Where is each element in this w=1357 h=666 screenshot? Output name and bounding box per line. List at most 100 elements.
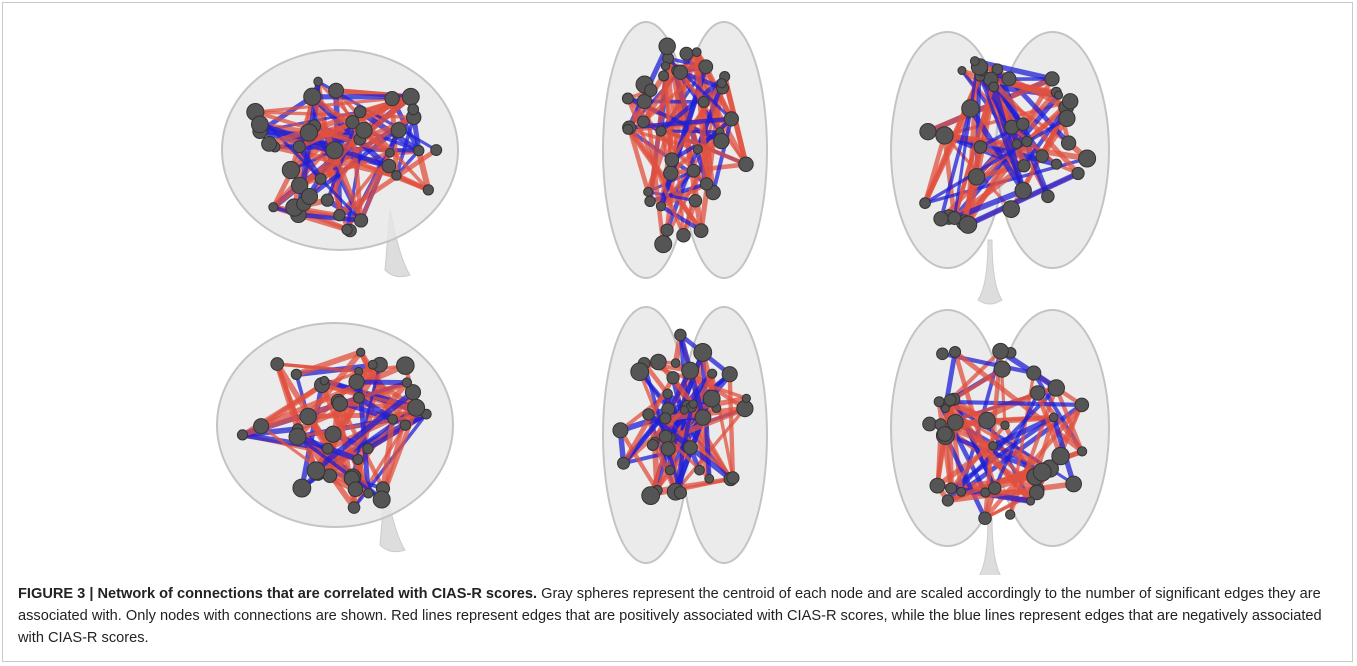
node-sphere	[946, 483, 957, 494]
node-sphere	[937, 427, 952, 442]
node-sphere	[423, 185, 433, 195]
node-sphere	[947, 414, 963, 430]
brain-stem	[978, 518, 1002, 575]
node-sphere	[661, 224, 673, 236]
node-sphere	[993, 343, 1009, 359]
figure-label: FIGURE 3 | Network of connections that a…	[18, 586, 537, 602]
node-sphere	[958, 67, 966, 75]
node-sphere	[1066, 476, 1082, 492]
node-sphere	[692, 48, 701, 57]
node-sphere	[645, 196, 655, 206]
node-sphere	[289, 428, 306, 445]
node-sphere	[684, 441, 698, 455]
node-sphere	[660, 413, 671, 424]
node-sphere	[1027, 497, 1035, 505]
node-sphere	[944, 394, 956, 406]
node-sphere	[354, 106, 366, 118]
node-sphere	[293, 479, 311, 497]
node-sphere	[957, 487, 966, 496]
node-sphere	[1079, 150, 1096, 167]
node-sphere	[623, 124, 633, 134]
brain-view	[891, 310, 1109, 575]
node-sphere	[382, 159, 396, 173]
node-sphere	[724, 112, 738, 126]
node-sphere	[994, 361, 1010, 377]
node-sphere	[968, 169, 985, 186]
node-sphere	[739, 157, 754, 172]
node-sphere	[357, 348, 365, 356]
brain-stem	[978, 240, 1002, 304]
node-sphere	[304, 88, 321, 105]
node-sphere	[353, 454, 363, 464]
node-sphere	[979, 512, 992, 525]
node-sphere	[673, 65, 687, 79]
node-sphere	[1027, 366, 1041, 380]
node-sphere	[356, 122, 372, 138]
brain-view	[891, 32, 1109, 304]
node-sphere	[326, 142, 343, 159]
node-sphere	[638, 116, 650, 128]
node-sphere	[618, 457, 630, 469]
node-sphere	[698, 96, 709, 107]
node-sphere	[644, 187, 653, 196]
node-sphere	[1055, 91, 1063, 99]
node-sphere	[1075, 398, 1089, 412]
node-sphere	[948, 212, 961, 225]
node-sphere	[300, 408, 316, 424]
node-sphere	[1061, 136, 1075, 150]
node-sphere	[1077, 447, 1086, 456]
node-sphere	[923, 417, 937, 431]
node-sphere	[700, 178, 712, 190]
node-sphere	[708, 369, 717, 378]
node-sphere	[1052, 447, 1069, 464]
node-sphere	[622, 93, 633, 104]
node-sphere	[959, 216, 976, 233]
node-sphere	[687, 164, 700, 177]
node-sphere	[262, 136, 277, 151]
node-sphere	[402, 378, 411, 387]
node-sphere	[237, 430, 247, 440]
node-sphere	[674, 487, 686, 499]
node-sphere	[320, 376, 328, 384]
node-sphere	[329, 83, 344, 98]
node-sphere	[1059, 110, 1075, 126]
figure-caption: FIGURE 3 | Network of connections that a…	[18, 583, 1340, 649]
node-sphere	[402, 88, 419, 105]
node-sphere	[920, 198, 931, 209]
node-sphere	[342, 224, 352, 234]
node-sphere	[682, 362, 699, 379]
node-sphere	[703, 390, 720, 407]
node-sphere	[675, 329, 687, 341]
node-sphere	[408, 399, 425, 416]
node-sphere	[1022, 136, 1032, 146]
node-sphere	[314, 77, 323, 86]
node-sphere	[689, 400, 697, 408]
node-sphere	[677, 228, 691, 242]
node-sphere	[1005, 510, 1014, 519]
node-sphere	[414, 146, 424, 156]
node-sphere	[659, 38, 675, 54]
node-sphere	[930, 478, 945, 493]
node-sphere	[321, 194, 333, 206]
node-sphere	[651, 354, 667, 370]
node-sphere	[385, 148, 394, 157]
node-sphere	[1012, 139, 1021, 148]
node-sphere	[655, 236, 672, 253]
node-sphere	[661, 442, 675, 456]
node-sphere	[950, 346, 961, 357]
node-sphere	[695, 465, 705, 475]
node-sphere	[659, 71, 669, 81]
node-sphere	[302, 189, 318, 205]
node-sphere	[942, 495, 953, 506]
node-sphere	[645, 84, 657, 96]
node-sphere	[388, 414, 398, 424]
node-sphere	[656, 202, 665, 211]
node-sphere	[667, 372, 679, 384]
node-sphere	[694, 224, 708, 238]
node-sphere	[368, 360, 377, 369]
node-sphere	[1063, 94, 1078, 109]
node-sphere	[332, 396, 347, 411]
node-sphere	[694, 344, 712, 362]
brain-view	[217, 323, 453, 552]
node-sphere	[373, 491, 390, 508]
